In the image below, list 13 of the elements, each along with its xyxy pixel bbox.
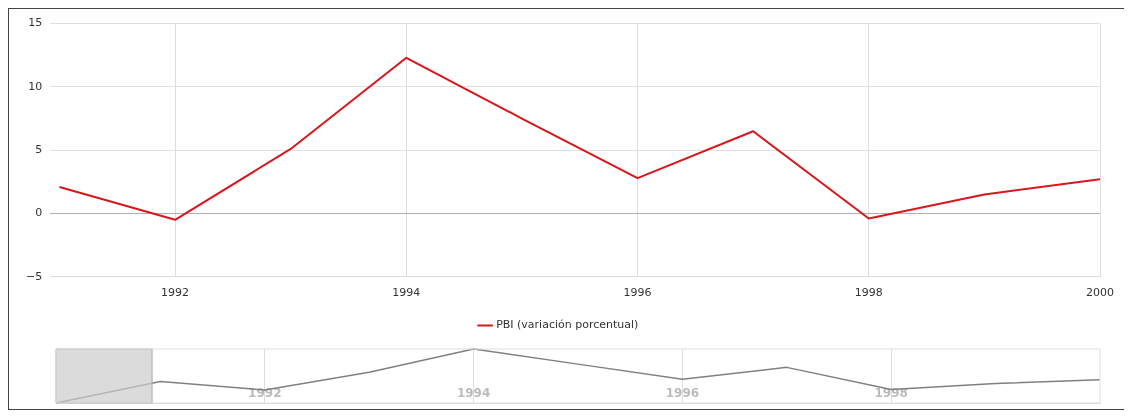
x-tick-label: 1998 [854,286,883,300]
y-tick-label: 15 [28,16,43,30]
y-tick-label: 0 [35,206,43,220]
x-tick-label: 1994 [392,286,421,300]
y-tick-label: 5 [35,143,43,157]
x-tick-label: 1994 [456,386,491,401]
x-tick-label: 2000 [1086,286,1114,300]
x-tick-label: 1992 [161,286,190,300]
legend-label: PBI (variación porcentual) [496,318,639,332]
x-tick-label: 1996 [623,286,652,300]
y-tick-label: 10 [28,79,43,93]
y-tick-label: −5 [26,269,43,283]
x-tick-label: 1996 [665,386,700,401]
